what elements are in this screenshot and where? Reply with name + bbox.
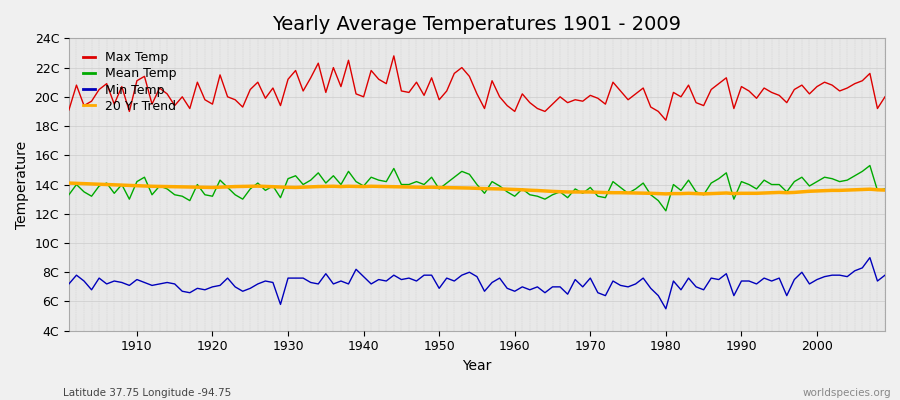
X-axis label: Year: Year: [463, 359, 491, 373]
Text: worldspecies.org: worldspecies.org: [803, 388, 891, 398]
Legend: Max Temp, Mean Temp, Min Temp, 20 Yr Trend: Max Temp, Mean Temp, Min Temp, 20 Yr Tre…: [79, 48, 181, 116]
Text: Latitude 37.75 Longitude -94.75: Latitude 37.75 Longitude -94.75: [63, 388, 231, 398]
Y-axis label: Temperature: Temperature: [15, 140, 29, 228]
Title: Yearly Average Temperatures 1901 - 2009: Yearly Average Temperatures 1901 - 2009: [273, 15, 681, 34]
